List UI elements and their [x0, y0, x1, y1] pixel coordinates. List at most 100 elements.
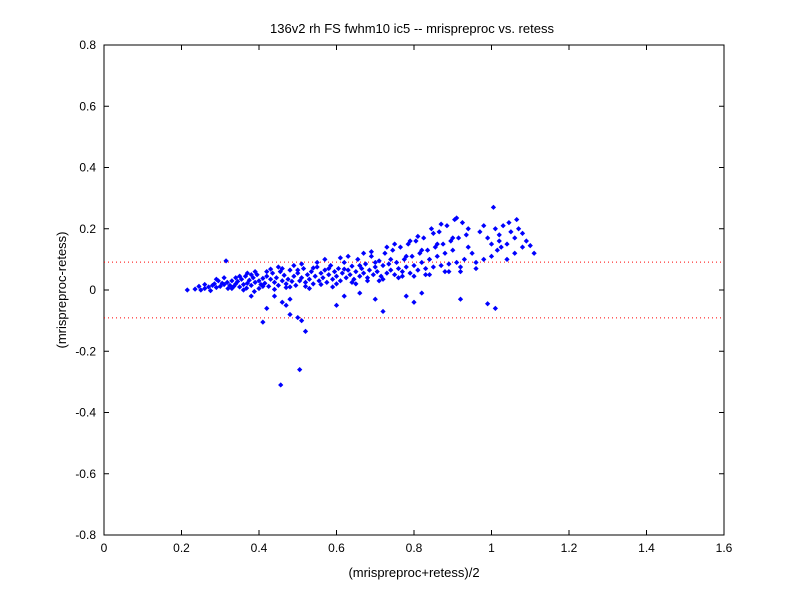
data-point	[227, 282, 233, 289]
data-point	[372, 264, 378, 270]
data-point	[320, 275, 326, 281]
data-point	[248, 282, 254, 289]
data-point	[213, 276, 219, 282]
x-tick-label: 0.6	[328, 541, 345, 555]
data-point	[434, 253, 440, 259]
data-point	[506, 220, 512, 226]
data-point	[335, 265, 342, 272]
data-point	[243, 285, 250, 291]
data-point	[221, 275, 227, 281]
data-point	[279, 299, 285, 305]
data-point	[196, 283, 202, 289]
x-tick-label: 0.4	[251, 541, 268, 555]
data-point	[299, 275, 305, 281]
x-tick-label: 0	[101, 541, 108, 555]
x-tick-label: 1.4	[638, 541, 655, 555]
data-point	[376, 278, 382, 284]
data-point	[454, 215, 460, 221]
data-point	[388, 256, 394, 262]
data-point	[434, 241, 440, 247]
data-point	[384, 244, 390, 250]
data-point	[364, 278, 371, 284]
data-point	[446, 269, 452, 275]
data-point	[457, 264, 464, 270]
y-tick-label: 0	[89, 283, 96, 297]
data-point	[341, 259, 347, 266]
data-point	[264, 273, 270, 279]
data-point	[455, 235, 462, 241]
data-point	[359, 265, 365, 272]
data-point	[291, 273, 297, 279]
data-point	[459, 220, 466, 226]
y-tick-label: -0.4	[75, 406, 96, 420]
data-point	[516, 226, 522, 232]
data-point	[326, 272, 332, 278]
data-point	[299, 318, 305, 324]
data-point	[461, 256, 467, 262]
data-point	[415, 267, 421, 273]
data-point	[409, 253, 415, 259]
data-point	[300, 265, 307, 272]
data-point	[519, 230, 526, 236]
data-point	[490, 204, 497, 210]
data-point	[395, 265, 402, 272]
data-point	[248, 293, 254, 299]
data-point	[442, 250, 448, 256]
data-point	[419, 247, 425, 253]
data-point	[221, 281, 227, 288]
data-point	[415, 233, 421, 240]
data-point	[297, 278, 303, 284]
data-point	[333, 273, 340, 279]
data-point	[390, 247, 396, 253]
data-point	[500, 223, 506, 229]
data-point	[223, 258, 229, 264]
chart-title: 136v2 rh FS fwhm10 ic5 -- mrispreproc vs…	[270, 21, 554, 36]
data-point	[403, 264, 409, 270]
data-point	[523, 238, 529, 244]
data-point	[376, 258, 382, 264]
data-point	[419, 290, 425, 296]
data-point	[444, 223, 450, 229]
data-point	[260, 319, 266, 325]
y-tick-label: 0.4	[79, 161, 96, 175]
data-point	[213, 284, 219, 291]
data-point	[248, 272, 254, 278]
data-point	[423, 272, 429, 278]
data-point	[312, 273, 318, 279]
data-point	[289, 278, 295, 285]
data-point	[485, 235, 491, 241]
data-point	[293, 282, 299, 289]
data-point	[423, 265, 429, 272]
data-point	[349, 279, 355, 285]
data-point	[494, 247, 500, 253]
data-point	[382, 250, 388, 256]
data-point	[235, 278, 241, 285]
data-point	[357, 262, 363, 269]
data-point	[438, 262, 444, 269]
data-point	[448, 238, 454, 244]
data-point	[260, 283, 266, 289]
data-points	[184, 204, 537, 388]
y-axis-label: (mrispreproc-retess)	[54, 231, 69, 348]
data-point	[330, 276, 336, 282]
data-point	[469, 250, 475, 256]
data-point	[217, 283, 223, 289]
plot-area	[103, 44, 725, 536]
data-point	[411, 262, 417, 269]
data-point	[225, 285, 231, 292]
data-point	[496, 238, 502, 244]
data-point	[426, 272, 433, 278]
data-point	[287, 267, 293, 273]
data-point	[240, 281, 247, 288]
data-point	[492, 305, 498, 311]
data-point	[527, 242, 533, 249]
data-point	[279, 278, 285, 284]
data-point	[256, 278, 262, 284]
data-point	[362, 261, 369, 267]
data-point	[457, 296, 464, 302]
data-point	[361, 250, 367, 256]
data-point	[287, 311, 293, 318]
data-point	[349, 263, 355, 269]
data-point	[314, 264, 320, 270]
